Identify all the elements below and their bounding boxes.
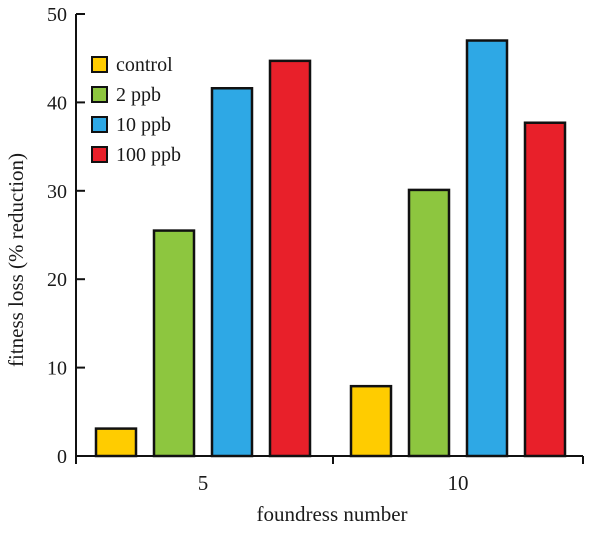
y-tick-label: 50 [47,4,67,26]
x-tick-label: 10 [448,471,469,495]
legend-label: 2 ppb [116,84,161,106]
legend-swatch [91,146,108,163]
bar [349,384,393,458]
legend-swatch [91,56,108,73]
legend-label: 100 ppb [116,144,181,166]
legend-swatch [91,116,108,133]
bar [268,59,312,458]
y-axis-label: fitness loss (% reduction) [4,153,28,367]
x-tick-label: 5 [198,471,209,495]
legend: control 2 ppb 10 ppb 100 ppb [91,54,181,166]
legend-label: control [116,54,173,76]
x-axis-label: foundress number [256,502,407,526]
y-tick-label: 20 [47,269,67,291]
bar [94,427,138,458]
bar [523,121,567,458]
bar [210,87,254,458]
y-tick-label: 30 [47,181,67,203]
legend-swatch [91,86,108,103]
bar [407,188,451,458]
y-tick-label: 40 [47,92,67,114]
legend-label: 10 ppb [116,114,171,136]
bars [94,39,567,458]
bar [465,39,509,458]
y-tick-label: 0 [57,446,67,468]
bar [152,229,196,458]
y-tick-label: 10 [47,358,67,380]
